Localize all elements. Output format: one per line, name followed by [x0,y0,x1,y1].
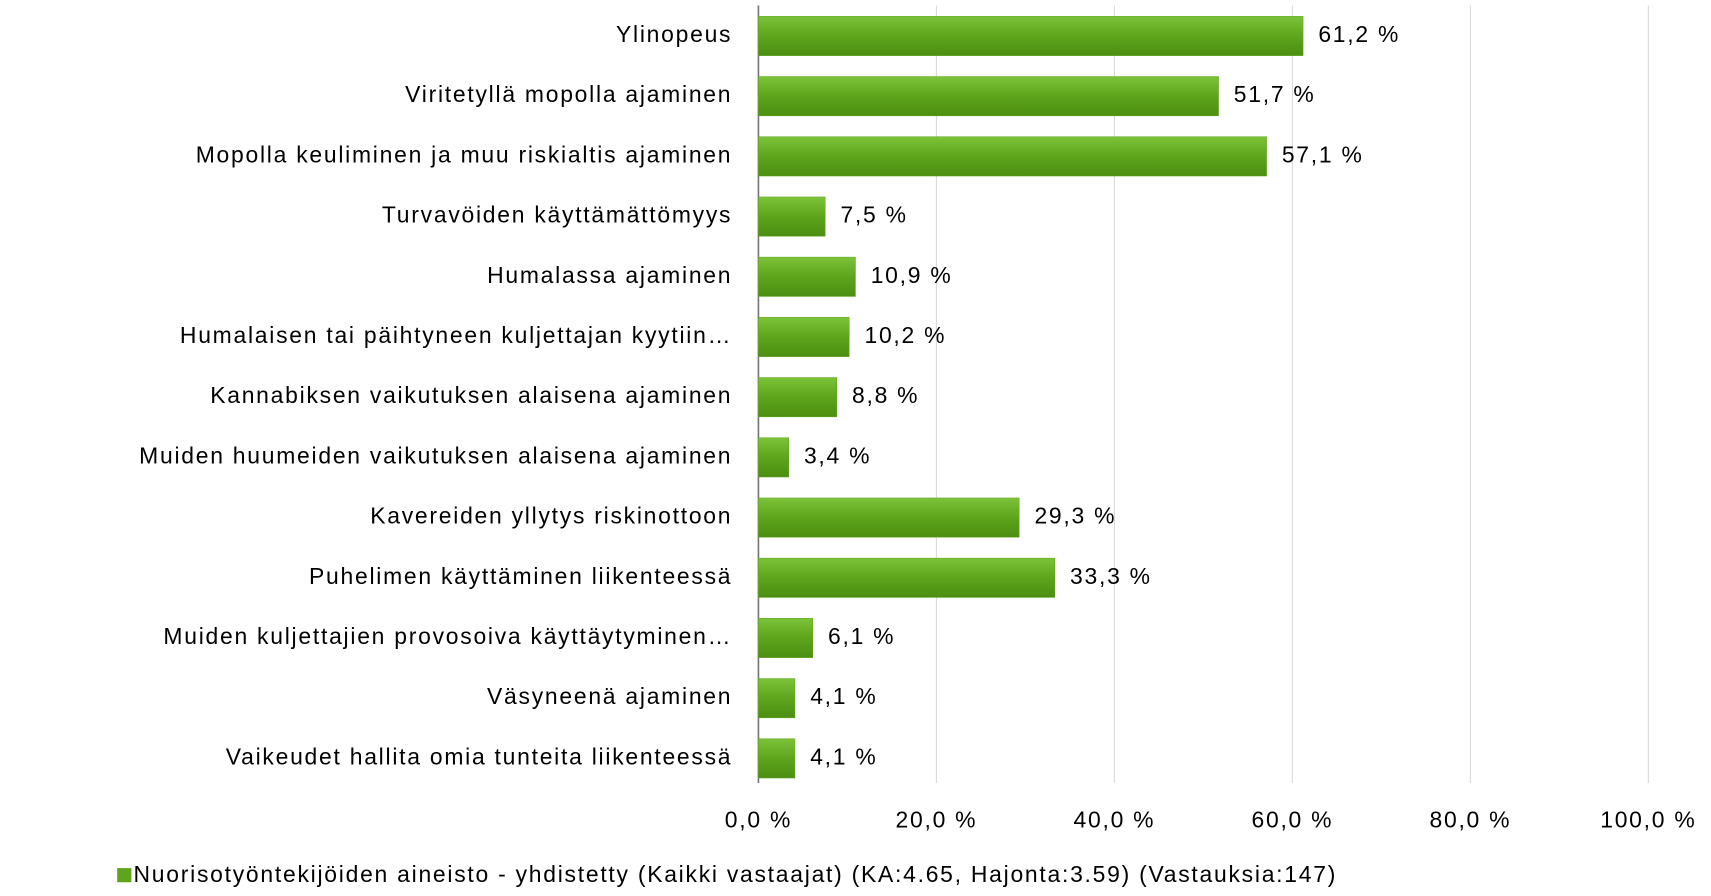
value-label: 29,3 % [1034,503,1116,529]
bar [758,437,789,478]
y-tick-label: Kavereiden yllytys riskinottoon [370,503,732,529]
value-label: 8,8 % [852,382,919,408]
bar [758,136,1267,177]
bar [758,497,1020,538]
value-label: 10,9 % [871,262,953,288]
y-tick-label: Ylinopeus [616,21,732,47]
bar [758,317,850,357]
x-tick-label: 40,0 % [1074,806,1156,832]
value-label: 6,1 % [828,623,895,649]
bar [758,16,1304,56]
y-tick-label: Puhelimen käyttäminen liikenteessä [309,563,732,589]
y-tick-label: Muiden huumeiden vaikutuksen alaisena aj… [139,442,732,468]
legend-swatch [117,868,132,883]
y-tick-label: Muiden kuljettajien provosoiva käyttäyty… [163,623,732,649]
x-tick-label: 0,0 % [725,806,792,832]
value-label: 51,7 % [1234,81,1316,107]
y-tick-label: Humalassa ajaminen [487,262,732,288]
value-label: 33,3 % [1070,563,1152,589]
y-tick-label: Turvavöiden käyttämättömyys [382,202,732,228]
value-label: 3,4 % [804,442,871,468]
y-tick-label: Mopolla keuliminen ja muu riskialtis aja… [196,141,733,167]
y-tick-label: Vaikeudet hallita omia tunteita liikente… [226,743,732,769]
value-label: 10,2 % [864,322,946,348]
value-label: 57,1 % [1282,141,1364,167]
x-tick-label: 20,0 % [896,806,978,832]
y-tick-label: Väsyneenä ajaminen [487,683,732,709]
bar [758,557,1056,598]
bar [758,618,813,658]
bar [758,738,796,779]
value-label: 4,1 % [810,743,877,769]
x-tick-label: 100,0 % [1600,806,1696,832]
value-label: 7,5 % [840,202,907,228]
bar [758,256,856,297]
y-tick-label: Viritetyllä mopolla ajaminen [405,81,732,107]
value-label: 4,1 % [810,683,877,709]
bar [758,678,796,719]
legend-label: Nuorisotyöntekijöiden aineisto - yhdiste… [134,861,1338,887]
bar [758,377,838,418]
y-tick-label: Humalaisen tai päihtyneen kuljettajan ky… [180,322,732,348]
bar [758,76,1219,117]
value-label: 61,2 % [1318,21,1400,47]
x-tick-label: 60,0 % [1252,806,1334,832]
bar [758,196,826,237]
y-tick-label: Kannabiksen vaikutuksen alaisena ajamine… [210,382,732,408]
x-tick-label: 80,0 % [1429,806,1511,832]
